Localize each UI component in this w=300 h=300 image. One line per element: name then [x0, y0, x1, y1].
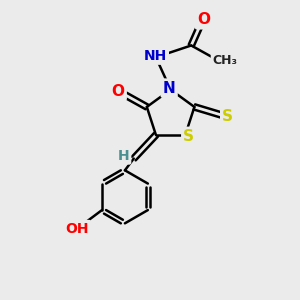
Text: S: S [183, 129, 194, 144]
Text: H: H [118, 148, 129, 163]
Text: NH: NH [144, 49, 167, 63]
Text: CH₃: CH₃ [213, 54, 238, 67]
Text: O: O [197, 12, 210, 27]
Text: OH: OH [65, 222, 89, 236]
Text: N: N [163, 81, 175, 96]
Text: S: S [222, 109, 233, 124]
Text: O: O [112, 84, 124, 99]
